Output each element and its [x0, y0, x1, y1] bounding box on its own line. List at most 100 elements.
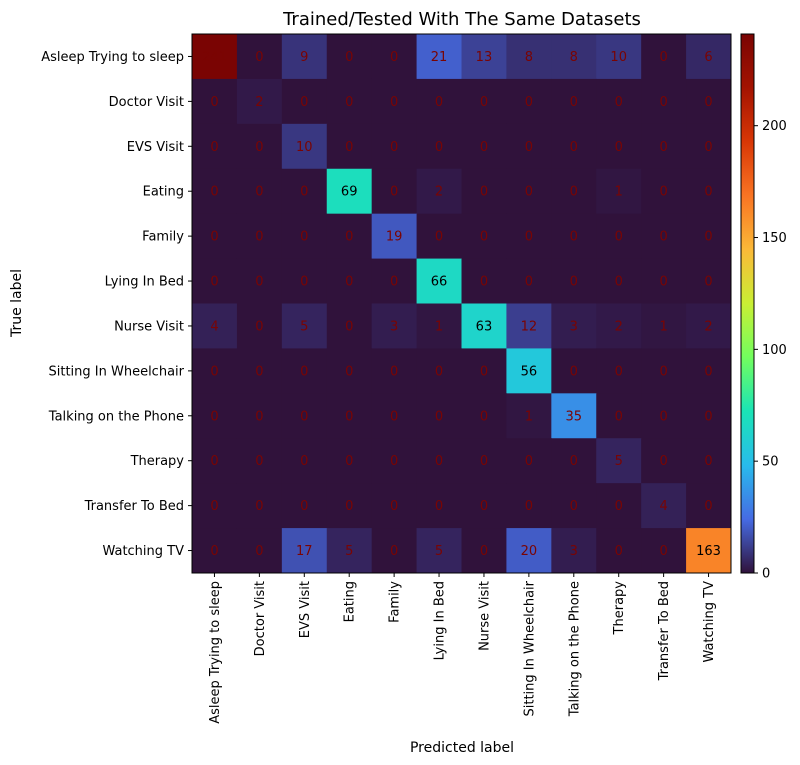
cell-value: 0	[345, 499, 353, 514]
cell-value: 0	[659, 454, 667, 469]
y-tick-label: Lying In Bed	[105, 275, 184, 290]
cell-value: 0	[435, 95, 443, 110]
cell-value: 0	[210, 499, 218, 514]
cell-value: 0	[255, 544, 263, 559]
heatmap-cell	[641, 528, 687, 574]
cell-value: 0	[615, 230, 623, 245]
cell-value: 0	[480, 95, 488, 110]
cell-value: 0	[300, 409, 308, 424]
heatmap-cell	[461, 393, 507, 439]
x-tick-label: Nurse Visit	[477, 581, 492, 651]
cell-value: 0	[210, 185, 218, 200]
heatmap-cell	[461, 123, 507, 170]
heatmap-cell	[326, 34, 373, 80]
heatmap-cell	[236, 438, 283, 484]
heatmap-cell	[551, 303, 597, 349]
heatmap-cell	[551, 168, 597, 215]
heatmap-cell	[506, 438, 552, 484]
heatmap-cell	[461, 303, 507, 349]
heatmap-cell	[686, 123, 732, 170]
cell-value: 0	[615, 95, 623, 110]
heatmap-cell	[416, 78, 462, 125]
heatmap-cell	[641, 78, 687, 125]
cell-value: 0	[255, 499, 263, 514]
y-tick-label: Doctor Visit	[109, 95, 184, 110]
cell-value: 0	[525, 95, 533, 110]
heatmap-cell	[236, 34, 283, 80]
cell-value: 0	[615, 275, 623, 290]
cell-value: 0	[300, 95, 308, 110]
cell-value: 0	[435, 364, 443, 379]
heatmap-cell	[641, 348, 687, 394]
heatmap-cell	[506, 168, 552, 215]
heatmap-cell	[192, 303, 238, 349]
heatmap-cell	[506, 123, 552, 170]
cell-value: 0	[390, 454, 398, 469]
cell-value: 0	[615, 499, 623, 514]
heatmap-cell	[596, 78, 642, 125]
x-tick-label: Doctor Visit	[253, 581, 268, 656]
y-axis-ticks: Asleep Trying to sleep Doctor Visit EVS Vi…	[41, 50, 192, 559]
cell-value: 4	[659, 499, 667, 514]
heatmap-cell	[281, 303, 328, 349]
cell-value: 3	[570, 319, 578, 334]
heatmap-cell	[236, 348, 283, 394]
heatmap-cell	[281, 78, 328, 125]
cell-value: 0	[345, 454, 353, 469]
heatmap-cell	[416, 303, 462, 349]
heatmap-cell	[686, 438, 732, 484]
cell-value: 0	[659, 409, 667, 424]
heatmap-cell	[461, 168, 507, 215]
heatmap-cell	[641, 258, 687, 304]
cell-value: 0	[210, 230, 218, 245]
heatmap-cells	[192, 34, 732, 574]
cell-value: 0	[480, 275, 488, 290]
cell-value: 0	[345, 319, 353, 334]
heatmap-cell	[686, 483, 732, 529]
heatmap-cell	[281, 123, 328, 170]
cell-value: 1	[525, 409, 533, 424]
y-tick-label: EVS Visit	[127, 140, 184, 155]
cell-value: 8	[570, 50, 578, 65]
heatmap-cell	[686, 213, 732, 260]
cell-value: 0	[704, 185, 712, 200]
x-tick-label: Watching TV	[702, 581, 717, 663]
cell-value: 0	[435, 454, 443, 469]
heatmap-cell	[236, 258, 283, 304]
heatmap-cell	[551, 258, 597, 304]
cell-annotations: 241 0 9 0 0 21 13 8 8 10 0 60 2 0 0 0 0 0 0 0 0 0 00 0 10 0 0 0 0 0 0 0…	[202, 50, 721, 559]
cell-value: 0	[255, 50, 263, 65]
cell-value: 5	[435, 544, 443, 559]
cell-value: 8	[525, 50, 533, 65]
heatmap-cell	[596, 348, 642, 394]
cell-value: 0	[480, 544, 488, 559]
cell-value: 0	[525, 499, 533, 514]
cell-value: 0	[704, 364, 712, 379]
cell-value: 21	[431, 50, 448, 65]
cell-value: 0	[525, 454, 533, 469]
cell-value: 2	[435, 185, 443, 200]
heatmap-cell	[281, 348, 328, 394]
heatmap-cell	[192, 393, 238, 439]
x-axis-ticks: Asleep Trying to sleep Doctor Visit EVS Vi…	[208, 573, 717, 724]
heatmap-cell	[326, 303, 373, 349]
cell-value: 10	[610, 50, 627, 65]
cell-value: 0	[704, 499, 712, 514]
heatmap-cell	[371, 34, 418, 80]
cell-value: 0	[255, 319, 263, 334]
heatmap-cell	[371, 483, 418, 529]
cell-value: 0	[210, 275, 218, 290]
plot-frame	[191, 33, 732, 574]
cell-value: 6	[704, 50, 712, 65]
heatmap-cell	[281, 258, 328, 304]
heatmap-cell	[192, 258, 238, 304]
heatmap-cell	[281, 393, 328, 439]
cell-value: 0	[210, 544, 218, 559]
cell-value: 0	[390, 95, 398, 110]
heatmap-cell	[461, 483, 507, 529]
heatmap-cell	[281, 528, 328, 574]
heatmap-cell	[236, 213, 283, 260]
heatmap-cell	[686, 528, 732, 574]
heatmap-cell	[506, 258, 552, 304]
